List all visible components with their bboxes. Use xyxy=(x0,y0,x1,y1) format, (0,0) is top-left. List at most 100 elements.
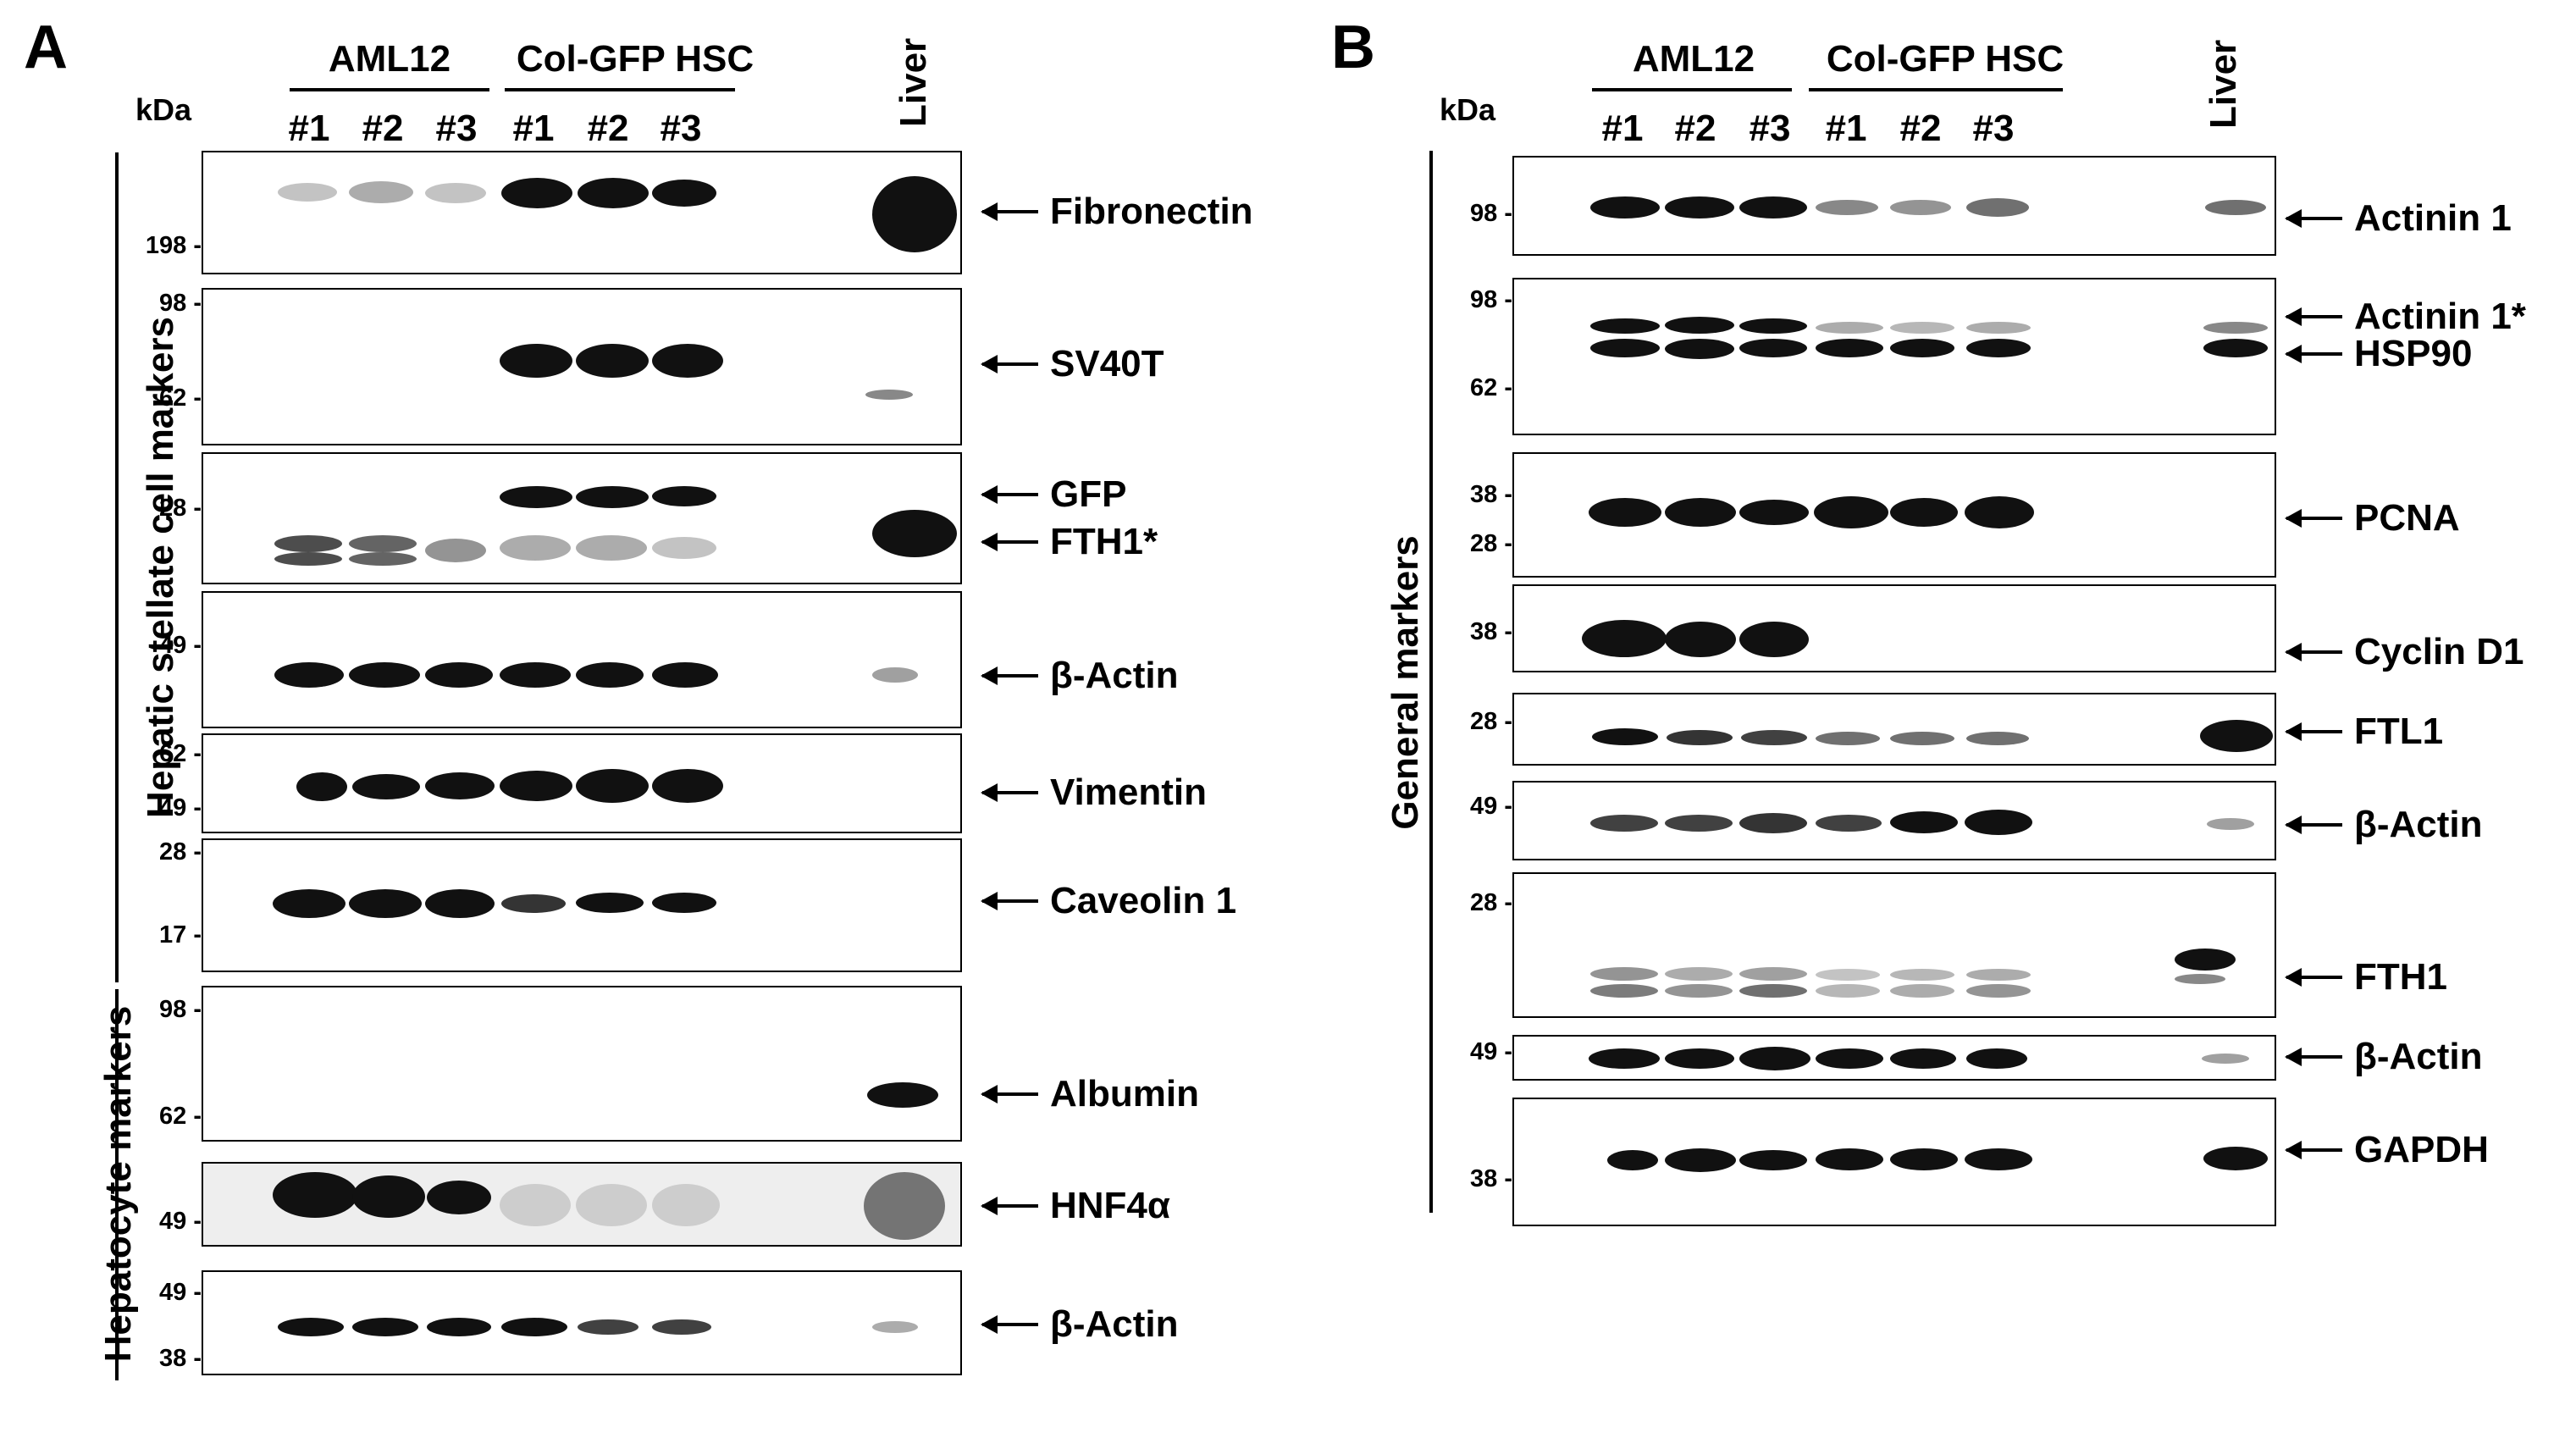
mw-label: 38 xyxy=(1440,483,1512,507)
arrow-icon xyxy=(981,355,1038,373)
blot-cyclin-d1 xyxy=(1512,584,2276,672)
arrow-icon xyxy=(981,1197,1038,1215)
band xyxy=(500,1184,571,1226)
label-beta-actin-a1: β-Actin xyxy=(981,657,1179,694)
panel-b-lane-5: #2 xyxy=(1899,108,1942,149)
band xyxy=(1890,322,1954,334)
mw-label: 28 xyxy=(135,496,202,521)
arrow-icon xyxy=(2285,1141,2342,1159)
band xyxy=(1816,322,1883,334)
band xyxy=(1814,496,1888,528)
blot-gfp-fth1 xyxy=(202,452,962,584)
panel-b-lane-1: #1 xyxy=(1601,108,1644,149)
band xyxy=(1816,200,1878,215)
blot-fibronectin xyxy=(202,151,962,274)
mw-label: 62 xyxy=(135,742,202,766)
band xyxy=(2203,322,2268,334)
blot-vimentin xyxy=(202,733,962,833)
band xyxy=(576,662,644,688)
blot-gapdh xyxy=(1512,1098,2276,1226)
band xyxy=(1965,496,2034,528)
panel-a-hsc-bracket xyxy=(115,152,119,982)
blot-pcna xyxy=(1512,452,2276,578)
band xyxy=(1665,1048,1734,1069)
blot-sv40t xyxy=(202,288,962,445)
band xyxy=(872,1321,918,1333)
blot-beta-actin-a1 xyxy=(202,591,962,728)
mw-label: 17 xyxy=(135,923,202,948)
panel-b-group-aml12: AML12 xyxy=(1632,38,1755,80)
band xyxy=(1665,984,1733,998)
label-albumin: Albumin xyxy=(981,1076,1199,1113)
band xyxy=(1739,339,1807,357)
band xyxy=(1890,1148,1958,1170)
arrow-icon xyxy=(2285,722,2342,741)
band xyxy=(576,535,647,561)
band xyxy=(2207,818,2254,830)
band xyxy=(1890,732,1954,745)
band xyxy=(652,180,716,207)
mw-label: 98 xyxy=(135,998,202,1022)
band xyxy=(500,486,572,508)
label-beta-actin-b1: β-Actin xyxy=(2285,806,2483,843)
band xyxy=(1966,339,2031,357)
panel-a-lane-5: #2 xyxy=(587,108,629,149)
arrow-icon xyxy=(2285,643,2342,661)
band xyxy=(1816,984,1880,998)
mw-label: 49 xyxy=(135,633,202,658)
mw-label: 98 xyxy=(1440,288,1512,312)
band xyxy=(1816,732,1880,745)
band xyxy=(501,1318,567,1336)
band xyxy=(1965,810,2032,835)
mw-label: 98 xyxy=(1440,202,1512,226)
panel-a-group-aml12: AML12 xyxy=(328,38,451,80)
label-hsp90: HSP90 xyxy=(2285,335,2472,373)
band xyxy=(273,889,345,918)
mw-label: 49 xyxy=(1440,1040,1512,1065)
band xyxy=(652,893,716,913)
mw-label: 49 xyxy=(135,796,202,821)
panel-a-group-hsc: Col-GFP HSC xyxy=(516,38,755,80)
band xyxy=(2202,1054,2249,1064)
arrow-icon xyxy=(2285,209,2342,228)
band xyxy=(576,769,649,803)
blot-fth1 xyxy=(1512,872,2276,1018)
blot-hnf4a xyxy=(202,1162,962,1247)
label-pcna: PCNA xyxy=(2285,500,2460,537)
band xyxy=(1739,500,1809,525)
band xyxy=(2203,339,2268,357)
blot-actinin-hsp90 xyxy=(1512,278,2276,435)
band xyxy=(1739,984,1807,998)
band xyxy=(652,769,723,803)
band xyxy=(1816,969,1880,981)
band xyxy=(1589,498,1661,527)
band xyxy=(1816,815,1882,832)
panel-a-letter: A xyxy=(24,14,68,81)
label-fth1-star: FTH1* xyxy=(981,523,1158,561)
panel-b-kda-header: kDa xyxy=(1440,92,1496,127)
band xyxy=(500,771,572,801)
arrow-icon xyxy=(981,666,1038,685)
band xyxy=(352,774,420,799)
mw-label: 98 xyxy=(135,291,202,316)
label-beta-actin-b2: β-Actin xyxy=(2285,1038,2483,1076)
mw-label: 28 xyxy=(1440,891,1512,915)
band xyxy=(1590,196,1660,218)
panel-a-kda-header: kDa xyxy=(135,92,192,127)
panel-b-lane-4: #1 xyxy=(1825,108,1867,149)
label-gapdh: GAPDH xyxy=(2285,1131,2489,1169)
arrow-icon xyxy=(2285,509,2342,528)
label-cyclin-d1: Cyclin D1 xyxy=(2285,633,2524,671)
band xyxy=(349,181,413,203)
arrow-icon xyxy=(2285,1048,2342,1066)
panel-a-hepatocyte-markers-label: Hepatocyte markers xyxy=(97,1005,139,1363)
panel-b-general-bracket xyxy=(1429,151,1433,1213)
label-hnf4a: HNF4α xyxy=(981,1187,1170,1225)
band xyxy=(1607,1150,1658,1170)
band xyxy=(349,662,420,688)
arrow-icon xyxy=(981,485,1038,504)
label-actinin-1: Actinin 1 xyxy=(2285,200,2512,237)
band xyxy=(425,183,486,203)
band xyxy=(1739,622,1809,657)
panel-a-lane-3: #3 xyxy=(435,108,478,149)
